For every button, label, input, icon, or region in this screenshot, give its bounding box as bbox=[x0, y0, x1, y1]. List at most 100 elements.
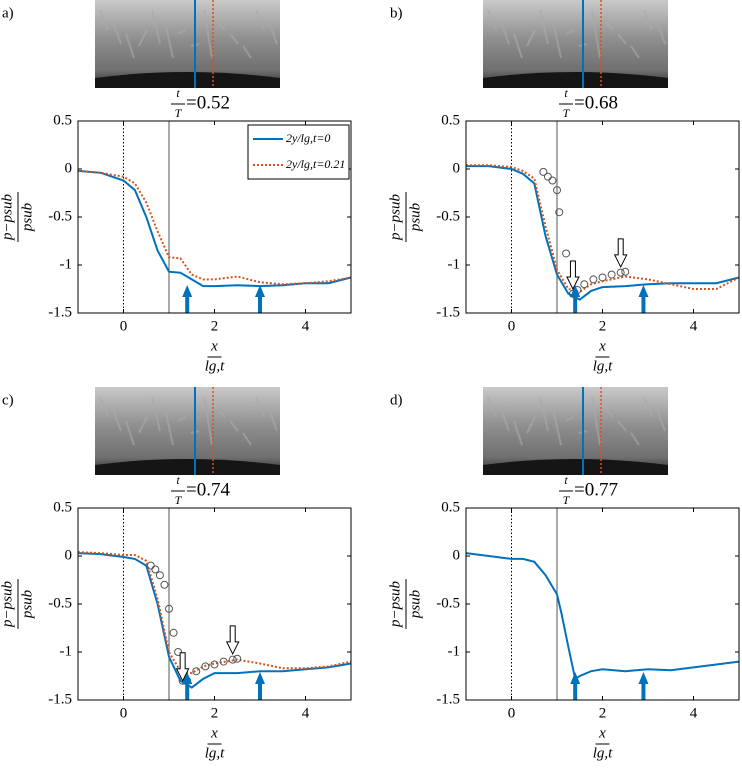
fraction-numerator: t bbox=[564, 86, 568, 100]
photo-texture bbox=[643, 9, 653, 31]
legend-label: 2y/lg,t=0 bbox=[286, 131, 330, 145]
photo-texture bbox=[125, 420, 135, 446]
photo-texture bbox=[591, 9, 601, 59]
photo-texture bbox=[500, 408, 510, 432]
photo-texture bbox=[164, 21, 174, 59]
photo-shadow bbox=[483, 72, 668, 88]
fraction-numerator: t bbox=[564, 473, 568, 487]
photo-texture bbox=[487, 396, 497, 418]
fraction-denominator: T bbox=[175, 106, 183, 120]
marker bbox=[553, 186, 561, 195]
fraction-numerator: x bbox=[598, 725, 606, 741]
fraction: tT bbox=[171, 473, 185, 507]
marker bbox=[219, 657, 228, 666]
fraction: tT bbox=[171, 86, 185, 120]
x-tick-label: 0 bbox=[120, 318, 128, 334]
blue-arrow bbox=[182, 672, 193, 700]
fraction-denominator: T bbox=[175, 493, 183, 507]
x-tick-label: 2 bbox=[211, 318, 219, 334]
axes-frame bbox=[465, 120, 740, 314]
axes-frame bbox=[465, 507, 740, 701]
x-tick-label: 0 bbox=[120, 705, 128, 721]
photo-texture bbox=[656, 21, 666, 45]
photo-texture bbox=[216, 21, 226, 31]
photo-texture bbox=[487, 9, 497, 31]
fraction: tT bbox=[559, 473, 573, 507]
marker bbox=[539, 167, 548, 176]
blue-arrow bbox=[570, 285, 581, 313]
fraction-denominator: lg,t bbox=[593, 358, 613, 374]
y-tick-label: -1.5 bbox=[436, 304, 460, 320]
photo-shadow bbox=[95, 459, 280, 475]
marker bbox=[598, 273, 607, 282]
fraction: p−psub psub bbox=[387, 192, 423, 242]
y-tick-label: 0 bbox=[453, 160, 461, 176]
photo-texture bbox=[552, 21, 562, 59]
photo-texture bbox=[151, 396, 161, 432]
fraction: x lg,t bbox=[205, 338, 225, 374]
series-line bbox=[77, 169, 352, 286]
panel-label: c) bbox=[2, 392, 14, 408]
series-line bbox=[77, 552, 352, 689]
photo-texture bbox=[500, 21, 510, 45]
photo-texture bbox=[242, 45, 252, 59]
photo-texture bbox=[630, 432, 640, 446]
legend-box bbox=[247, 124, 350, 180]
y-tick-label: -0.5 bbox=[48, 595, 72, 611]
fraction: x lg,t bbox=[205, 725, 225, 761]
marker bbox=[543, 172, 552, 181]
y-tick-label: -0.5 bbox=[48, 208, 72, 224]
photo-texture bbox=[177, 416, 187, 422]
photo-texture bbox=[255, 396, 265, 418]
photo-texture bbox=[229, 33, 239, 45]
fraction-numerator: p−psub bbox=[0, 194, 15, 241]
photo-texture bbox=[99, 9, 109, 31]
series-line bbox=[77, 169, 352, 288]
photo-texture bbox=[229, 420, 239, 432]
photo-texture bbox=[552, 408, 562, 446]
photo-texture bbox=[526, 416, 536, 434]
fraction: p−psub psub bbox=[0, 192, 35, 242]
photo-texture bbox=[164, 408, 174, 446]
marker bbox=[621, 267, 630, 276]
fraction: p−psub psub bbox=[0, 579, 35, 629]
chart-title: =0.52 bbox=[186, 92, 230, 113]
blue-arrow bbox=[638, 285, 649, 313]
marker bbox=[580, 280, 589, 289]
photo-texture bbox=[151, 9, 161, 45]
photo-texture bbox=[255, 9, 265, 31]
fraction: p−psub psub bbox=[387, 579, 423, 629]
panel-label: a) bbox=[2, 5, 14, 21]
blue-arrow bbox=[255, 285, 265, 313]
photo-texture bbox=[99, 396, 109, 418]
series-line bbox=[466, 164, 740, 293]
fraction-numerator: t bbox=[176, 86, 180, 100]
marker bbox=[228, 655, 237, 664]
chart-title: =0.74 bbox=[186, 479, 230, 500]
marker bbox=[233, 654, 242, 663]
photo-texture bbox=[539, 396, 549, 432]
y-tick-label: -1 bbox=[448, 643, 461, 659]
marker bbox=[192, 667, 201, 676]
y-label: p−psub psub bbox=[387, 579, 423, 629]
marker bbox=[589, 275, 598, 284]
photo-texture bbox=[216, 408, 226, 418]
y-tick-label: 0 bbox=[65, 547, 73, 563]
fraction-denominator: psub bbox=[407, 589, 423, 619]
y-tick-label: -1 bbox=[448, 256, 461, 272]
fraction-denominator: psub bbox=[19, 589, 35, 619]
x-tick-label: 0 bbox=[508, 705, 516, 721]
y-tick-label: -1 bbox=[60, 643, 73, 659]
photo-texture bbox=[617, 33, 627, 45]
y-tick-label: -1.5 bbox=[48, 691, 72, 707]
panel-label: d) bbox=[390, 392, 403, 408]
x-tick-label: 0 bbox=[508, 318, 516, 334]
fraction-denominator: lg,t bbox=[205, 358, 225, 374]
photo-texture bbox=[125, 33, 135, 59]
photo-texture bbox=[526, 29, 536, 47]
fraction-numerator: x bbox=[210, 338, 218, 354]
photo-texture bbox=[656, 408, 666, 432]
fraction-numerator: p−psub bbox=[387, 581, 403, 628]
blue-arrow bbox=[570, 672, 581, 700]
y-label: p−psub psub bbox=[387, 192, 423, 242]
